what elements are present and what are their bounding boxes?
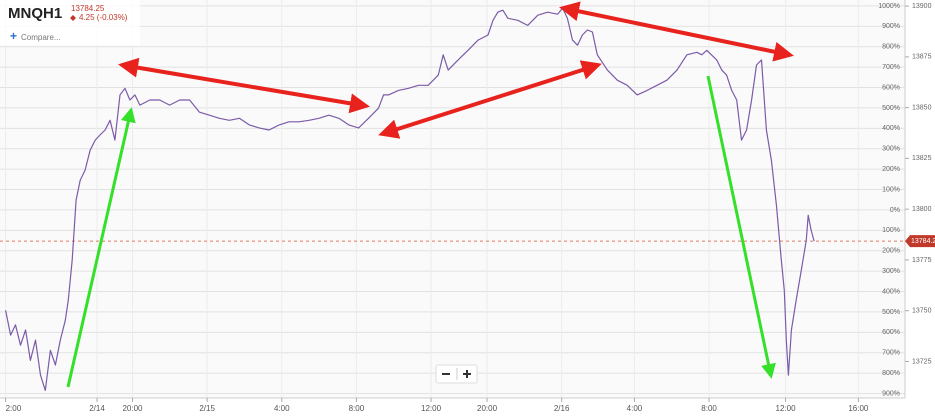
header-background [0, 0, 140, 45]
down-icon [70, 15, 76, 21]
red-arrow [118, 57, 370, 114]
y2-tick-label: 100% [882, 186, 900, 193]
y2-tick-label: 400% [882, 288, 900, 295]
y2-tick-label: 400% [882, 125, 900, 132]
plot-background [0, 0, 905, 398]
x-tick-label: 12:00 [421, 404, 442, 413]
green-arrow [66, 107, 136, 388]
y2-tick-label: 0% [890, 207, 900, 214]
y2-tick-label: 300% [882, 146, 900, 153]
y2-tick-label: 100% [882, 227, 900, 234]
symbol: MNQH1 [8, 5, 62, 22]
y-tick-label: 13850 [912, 104, 932, 111]
y2-tick-label: 200% [882, 248, 900, 255]
y-tick-label: 13725 [912, 358, 932, 365]
compare-plus[interactable]: + [10, 29, 17, 43]
x-tick-label: 2/16 [554, 404, 570, 413]
x-tick-label: 20:00 [122, 404, 143, 413]
y-tick-label: 13750 [912, 308, 932, 315]
last-price-tag-bg [905, 235, 935, 248]
change: 4.25 (-0.03%) [79, 13, 128, 22]
y2-tick-label: 700% [882, 350, 900, 357]
y-tick-label: 13825 [912, 155, 932, 162]
y2-tick-label: 500% [882, 309, 900, 316]
x-tick-label: 2:00 [6, 404, 22, 413]
y2-tick-label: 500% [882, 105, 900, 112]
y2-tick-label: 600% [882, 329, 900, 336]
y2-tick-label: 800% [882, 370, 900, 377]
x-tick-label: 8:00 [701, 404, 717, 413]
x-tick-label: 8:00 [349, 404, 365, 413]
y-tick-label: 13800 [912, 206, 932, 213]
x-tick-label: 2/14 [89, 404, 105, 413]
x-axis-background [0, 398, 935, 420]
y2-tick-label: 800% [882, 44, 900, 51]
y2-tick-label: 900% [882, 23, 900, 30]
red-arrow [559, 1, 794, 62]
zoom-control [435, 364, 478, 384]
y-tick-label: 13775 [912, 257, 932, 264]
x-tick-label: 20:00 [477, 404, 498, 413]
x-tick-label: 12:00 [776, 404, 797, 413]
annotations [66, 1, 794, 388]
red-arrow [378, 60, 602, 139]
compare-button[interactable]: Compare... [21, 33, 61, 42]
y2-tick-label: 600% [882, 84, 900, 91]
y2-tick-label: 300% [882, 268, 900, 275]
y2-tick-label: 700% [882, 64, 900, 71]
last-price: 13784.25 [71, 4, 105, 13]
y2-tick-label: 200% [882, 166, 900, 173]
y-tick-label: 13900 [912, 3, 932, 10]
x-tick-label: 4:00 [627, 404, 643, 413]
x-tick-label: 16:00 [848, 404, 869, 413]
x-tick-label: 4:00 [274, 404, 290, 413]
y2-tick-label: 900% [882, 390, 900, 397]
y-tick-label: 13875 [912, 54, 932, 61]
x-tick-label: 2/15 [199, 404, 215, 413]
y2-tick-label: 1000% [878, 3, 900, 10]
green-arrow [706, 75, 776, 379]
last-price-tag: 13784.25 [911, 238, 935, 245]
